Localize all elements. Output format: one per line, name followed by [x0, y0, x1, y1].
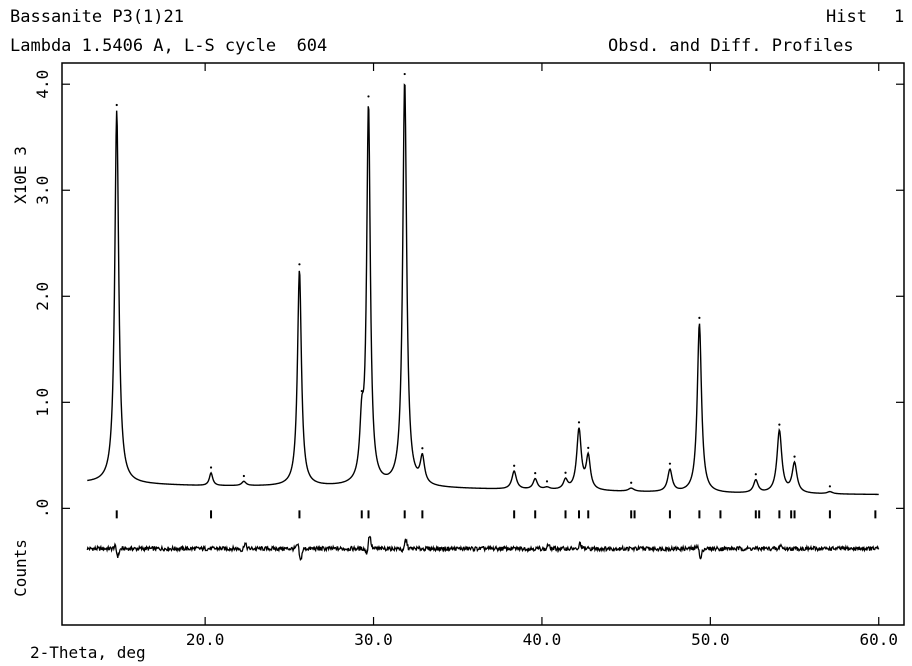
observed-point: [754, 473, 757, 476]
y-tick-label: 3.0: [33, 176, 52, 205]
observed-point: [668, 462, 672, 465]
observed-point: [242, 474, 245, 478]
observed-point: [115, 103, 118, 107]
difference-profile-line: [86, 535, 880, 562]
observed-point: [564, 471, 567, 474]
x-axis-label: 2-Theta, deg: [30, 643, 146, 662]
observed-point: [209, 466, 213, 469]
observed-point: [513, 464, 516, 467]
chart-subtitle: Lambda 1.5406 A, L-S cycle 604: [10, 36, 328, 56]
observed-point: [587, 446, 590, 449]
observed-point: [545, 480, 549, 483]
observed-point: [698, 316, 701, 319]
hist-number: 1: [894, 7, 905, 27]
y-tick-label: .0: [33, 499, 52, 518]
observed-point: [360, 389, 363, 393]
profile-label: Obsd. and Diff. Profiles: [608, 36, 854, 56]
observed-point: [577, 421, 581, 424]
y-tick-label: 1.0: [33, 388, 52, 417]
observed-point: [298, 263, 301, 266]
x-tick-label: 60.0: [859, 630, 898, 649]
x-tick-label: 50.0: [691, 630, 730, 649]
observed-point: [778, 423, 781, 426]
y-axis-label-scale: X10E 3: [11, 146, 30, 204]
chart-title: Bassanite P3(1)21: [10, 7, 184, 27]
y-tick-label: 4.0: [33, 70, 52, 99]
y-axis-label-counts: Counts: [11, 539, 30, 597]
observed-profile-line: [87, 83, 879, 496]
observed-point: [793, 455, 796, 458]
plot-frame: [61, 62, 905, 626]
observed-point: [630, 481, 633, 484]
hist-label: Hist: [826, 7, 867, 27]
x-tick-label: 20.0: [186, 630, 225, 649]
observed-point: [534, 472, 537, 475]
x-tick-label: 30.0: [354, 630, 393, 649]
observed-point: [828, 485, 832, 488]
observed-point: [421, 447, 424, 450]
observed-point: [367, 95, 370, 98]
x-tick-label: 40.0: [523, 630, 562, 649]
y-tick-label: 2.0: [33, 282, 52, 311]
observed-point: [403, 72, 406, 76]
